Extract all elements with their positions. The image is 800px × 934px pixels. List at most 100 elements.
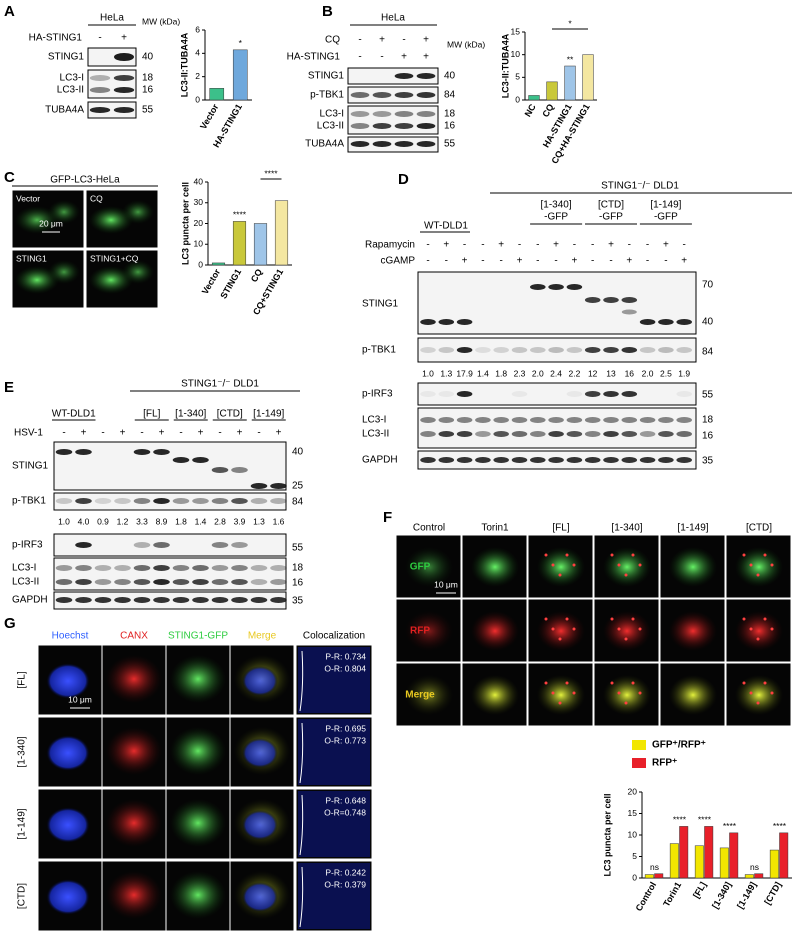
coloc-value: P-R: 0.242 — [325, 867, 366, 877]
mw: 16 — [142, 85, 154, 96]
puncta — [624, 637, 628, 641]
significance: * — [239, 38, 243, 48]
band — [603, 391, 619, 397]
panel-label: C — [4, 169, 15, 186]
row-label: LC3-I — [12, 563, 36, 574]
sign: - — [445, 256, 448, 267]
y-tick-label: 6 — [195, 24, 200, 34]
band — [475, 431, 491, 437]
band — [394, 92, 414, 98]
puncta — [770, 691, 774, 695]
band — [114, 53, 134, 61]
treatment: HA-STING1 — [287, 52, 341, 63]
band — [231, 467, 248, 473]
y-tick-label: 15 — [628, 808, 638, 818]
treatment: cGAMP — [381, 256, 416, 267]
scale-label: 10 μm — [68, 694, 92, 704]
y-tick-label: 10 — [511, 49, 521, 59]
sign: - — [591, 256, 594, 267]
band — [530, 417, 546, 423]
band — [394, 111, 414, 117]
puncta — [558, 701, 562, 705]
cell — [89, 206, 133, 234]
quant-value: 13 — [606, 368, 616, 378]
sign: + — [681, 256, 687, 267]
band — [658, 347, 674, 353]
bar — [754, 873, 764, 879]
x-tick-label: Control — [634, 880, 659, 913]
sign: - — [481, 240, 484, 251]
band — [211, 542, 229, 548]
quant-value: 1.0 — [58, 516, 70, 526]
band — [94, 579, 112, 585]
row-label: p-IRF3 — [362, 389, 393, 400]
row-label: LC3-II — [57, 85, 84, 96]
mw: 40 — [292, 447, 304, 458]
micro-label: STING1+CQ — [90, 253, 139, 263]
quant-value: 17.9 — [456, 368, 473, 378]
sign: + — [553, 240, 559, 251]
row-label: p-TBK1 — [12, 496, 46, 507]
band — [172, 498, 190, 504]
band — [350, 123, 370, 129]
bar — [546, 81, 558, 101]
band — [475, 347, 491, 353]
sign: - — [646, 256, 649, 267]
group-label: [FL] — [143, 409, 160, 420]
band — [114, 579, 131, 585]
group-label: [1-340] — [175, 409, 206, 420]
band — [438, 347, 455, 353]
sign: + — [401, 52, 407, 63]
band — [231, 565, 248, 571]
band — [676, 319, 692, 325]
bar — [654, 873, 664, 879]
band — [438, 417, 455, 423]
quant-value: 3.9 — [234, 516, 246, 526]
column-label: Hoechst — [52, 631, 89, 642]
group-label: [1-149] — [650, 200, 681, 211]
sign: + — [462, 256, 468, 267]
band — [566, 417, 583, 423]
band — [113, 75, 135, 81]
puncta — [749, 691, 753, 695]
band — [394, 73, 414, 79]
x-tick-label: Vector — [198, 102, 221, 131]
band — [511, 347, 528, 353]
bar — [719, 847, 729, 879]
band — [416, 92, 436, 98]
band — [372, 141, 392, 147]
band — [55, 597, 73, 603]
coloc-value: P-R: 0.648 — [325, 795, 366, 805]
sign: + — [571, 256, 577, 267]
coloc-plot — [298, 863, 370, 929]
group-label: [CTD] — [217, 409, 243, 420]
band — [75, 498, 92, 504]
cell — [405, 547, 453, 587]
band — [270, 483, 287, 489]
band — [133, 579, 151, 585]
band — [493, 347, 509, 353]
bar — [232, 221, 247, 266]
band — [621, 347, 638, 353]
band — [350, 141, 370, 147]
significance: ns — [750, 862, 759, 872]
puncta — [544, 681, 548, 685]
cell — [106, 799, 162, 847]
mw: 35 — [292, 596, 304, 607]
group-label: [CTD] — [598, 200, 624, 211]
band — [211, 579, 229, 585]
puncta — [631, 553, 635, 557]
row-label: [FL] — [17, 671, 28, 688]
panel-label: E — [4, 379, 14, 396]
sign: - — [140, 428, 143, 439]
sign: + — [276, 428, 282, 439]
band — [416, 141, 436, 147]
band — [211, 498, 229, 504]
band — [456, 457, 473, 463]
band — [584, 347, 601, 353]
y-axis-label: LC3-II:TUBA4A — [179, 32, 189, 97]
mw: 16 — [444, 121, 456, 132]
column-label: Colocalization — [303, 631, 365, 642]
row-label: STING1 — [308, 71, 345, 82]
puncta — [617, 563, 621, 567]
